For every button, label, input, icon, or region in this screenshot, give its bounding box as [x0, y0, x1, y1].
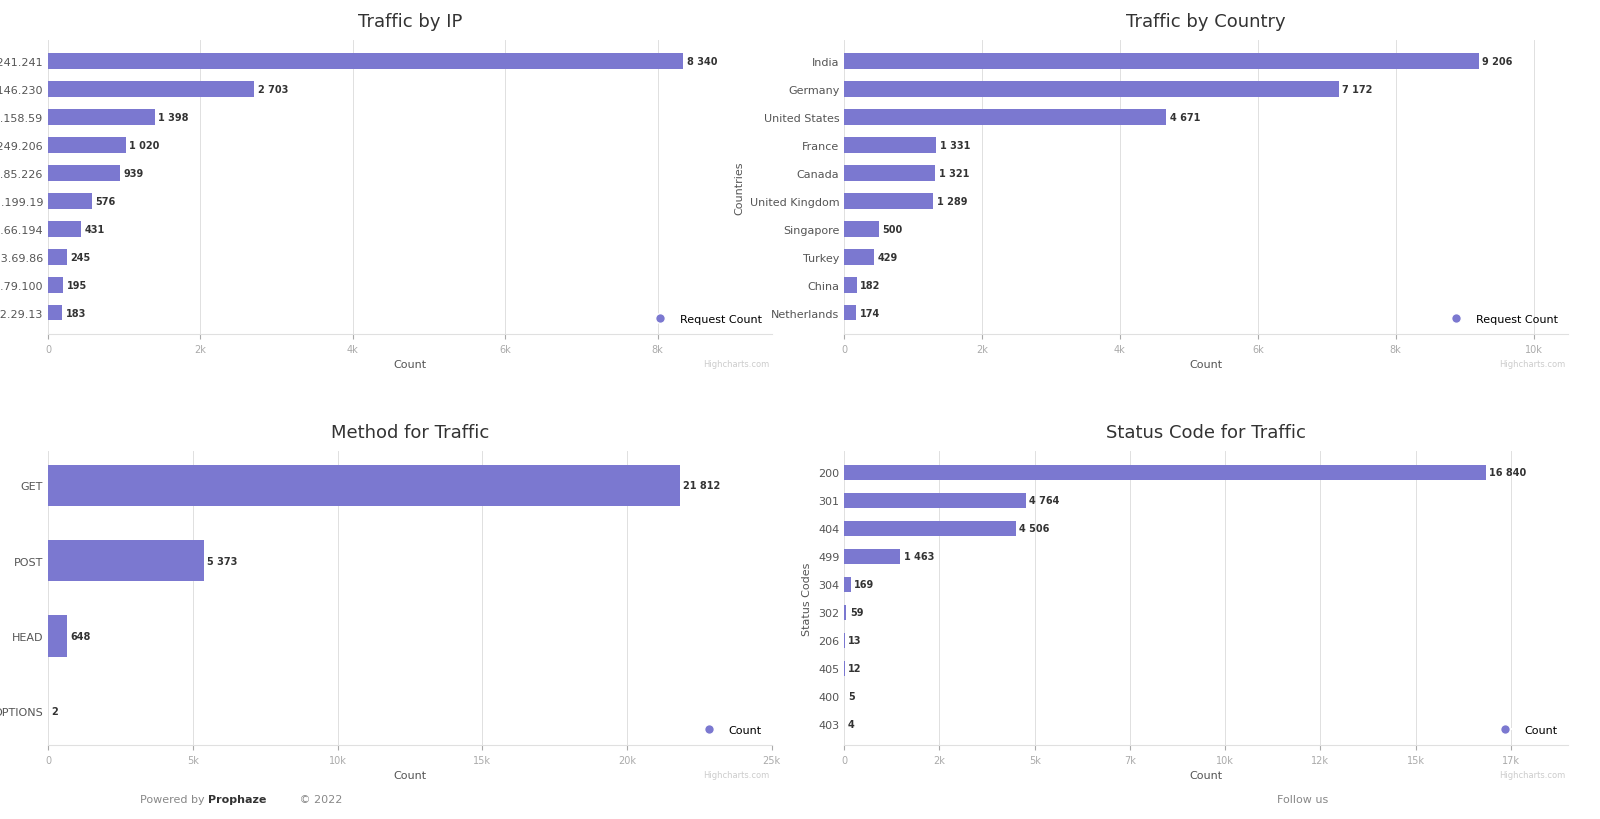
Text: 21 812: 21 812: [683, 481, 720, 491]
Bar: [48, 54, 683, 70]
Text: 429: 429: [877, 252, 898, 263]
Bar: [845, 521, 1016, 536]
X-axis label: Count: Count: [394, 360, 427, 369]
Text: Prophaze: Prophaze: [208, 794, 266, 804]
Bar: [845, 54, 1478, 70]
Title: Traffic by Country: Traffic by Country: [1126, 13, 1286, 31]
Title: Traffic by IP: Traffic by IP: [358, 13, 462, 31]
Bar: [48, 278, 62, 293]
Bar: [845, 222, 878, 238]
Bar: [48, 305, 62, 321]
Text: 9 206: 9 206: [1483, 57, 1512, 67]
Text: 183: 183: [66, 309, 86, 319]
Bar: [845, 278, 856, 293]
Text: Powered by: Powered by: [139, 794, 208, 804]
Bar: [48, 465, 680, 506]
Title: Method for Traffic: Method for Traffic: [331, 424, 490, 442]
Text: Highcharts.com: Highcharts.com: [702, 360, 770, 369]
X-axis label: Count: Count: [394, 771, 427, 781]
Bar: [48, 250, 67, 265]
Text: 2 703: 2 703: [258, 85, 288, 95]
Bar: [48, 138, 126, 153]
Text: Follow us: Follow us: [1277, 794, 1328, 804]
Text: 576: 576: [96, 197, 115, 206]
Legend: Count: Count: [1490, 721, 1563, 740]
Text: 4 506: 4 506: [1019, 523, 1050, 534]
Y-axis label: Status Codes: Status Codes: [802, 562, 813, 636]
Bar: [845, 166, 936, 181]
Bar: [48, 615, 67, 657]
Text: 1 463: 1 463: [904, 552, 934, 562]
Bar: [845, 194, 933, 210]
Bar: [48, 111, 155, 125]
Text: 5: 5: [848, 691, 854, 701]
Text: Highcharts.com: Highcharts.com: [702, 770, 770, 779]
Text: 1 289: 1 289: [936, 197, 966, 206]
Text: 1 020: 1 020: [130, 141, 160, 151]
Text: 4 671: 4 671: [1170, 113, 1200, 123]
Text: 245: 245: [70, 252, 91, 263]
Text: 5 373: 5 373: [206, 556, 237, 566]
Text: 16 840: 16 840: [1490, 468, 1526, 477]
X-axis label: Count: Count: [1189, 771, 1222, 781]
Text: 648: 648: [70, 631, 91, 641]
Bar: [845, 138, 936, 153]
Title: Status Code for Traffic: Status Code for Traffic: [1106, 424, 1306, 442]
Text: Highcharts.com: Highcharts.com: [1499, 770, 1565, 779]
Legend: Request Count: Request Count: [645, 310, 766, 329]
Bar: [845, 305, 856, 321]
Bar: [48, 166, 120, 181]
Text: 431: 431: [85, 224, 104, 234]
Text: 8 340: 8 340: [686, 57, 717, 67]
Bar: [845, 250, 874, 265]
Text: 13: 13: [848, 636, 862, 645]
Bar: [48, 82, 254, 97]
X-axis label: Count: Count: [1189, 360, 1222, 369]
Text: 1 321: 1 321: [939, 169, 970, 179]
Bar: [845, 605, 846, 620]
Bar: [845, 465, 1486, 481]
Bar: [845, 82, 1339, 97]
Legend: Request Count: Request Count: [1440, 310, 1563, 329]
Text: 12: 12: [848, 663, 862, 673]
Text: 939: 939: [123, 169, 144, 179]
Text: Highcharts.com: Highcharts.com: [1499, 360, 1565, 369]
Bar: [48, 194, 91, 210]
Legend: Count: Count: [693, 721, 766, 740]
Y-axis label: Countries: Countries: [734, 161, 744, 215]
Text: © 2022: © 2022: [296, 794, 342, 804]
Text: 182: 182: [861, 280, 880, 291]
Text: 500: 500: [882, 224, 902, 234]
Text: 1 331: 1 331: [939, 141, 970, 151]
Text: 7 172: 7 172: [1342, 85, 1373, 95]
Bar: [48, 541, 203, 581]
Bar: [845, 111, 1166, 125]
Text: 174: 174: [859, 309, 880, 319]
Text: 195: 195: [67, 280, 86, 291]
Bar: [48, 222, 82, 238]
Text: 1 398: 1 398: [158, 113, 189, 123]
Text: 169: 169: [854, 580, 875, 590]
Text: 59: 59: [850, 608, 864, 618]
Text: 2: 2: [51, 706, 59, 717]
Bar: [845, 549, 899, 564]
Bar: [845, 493, 1026, 509]
Text: 4: 4: [848, 719, 854, 729]
Text: 4 764: 4 764: [1029, 495, 1059, 506]
Bar: [845, 577, 851, 592]
